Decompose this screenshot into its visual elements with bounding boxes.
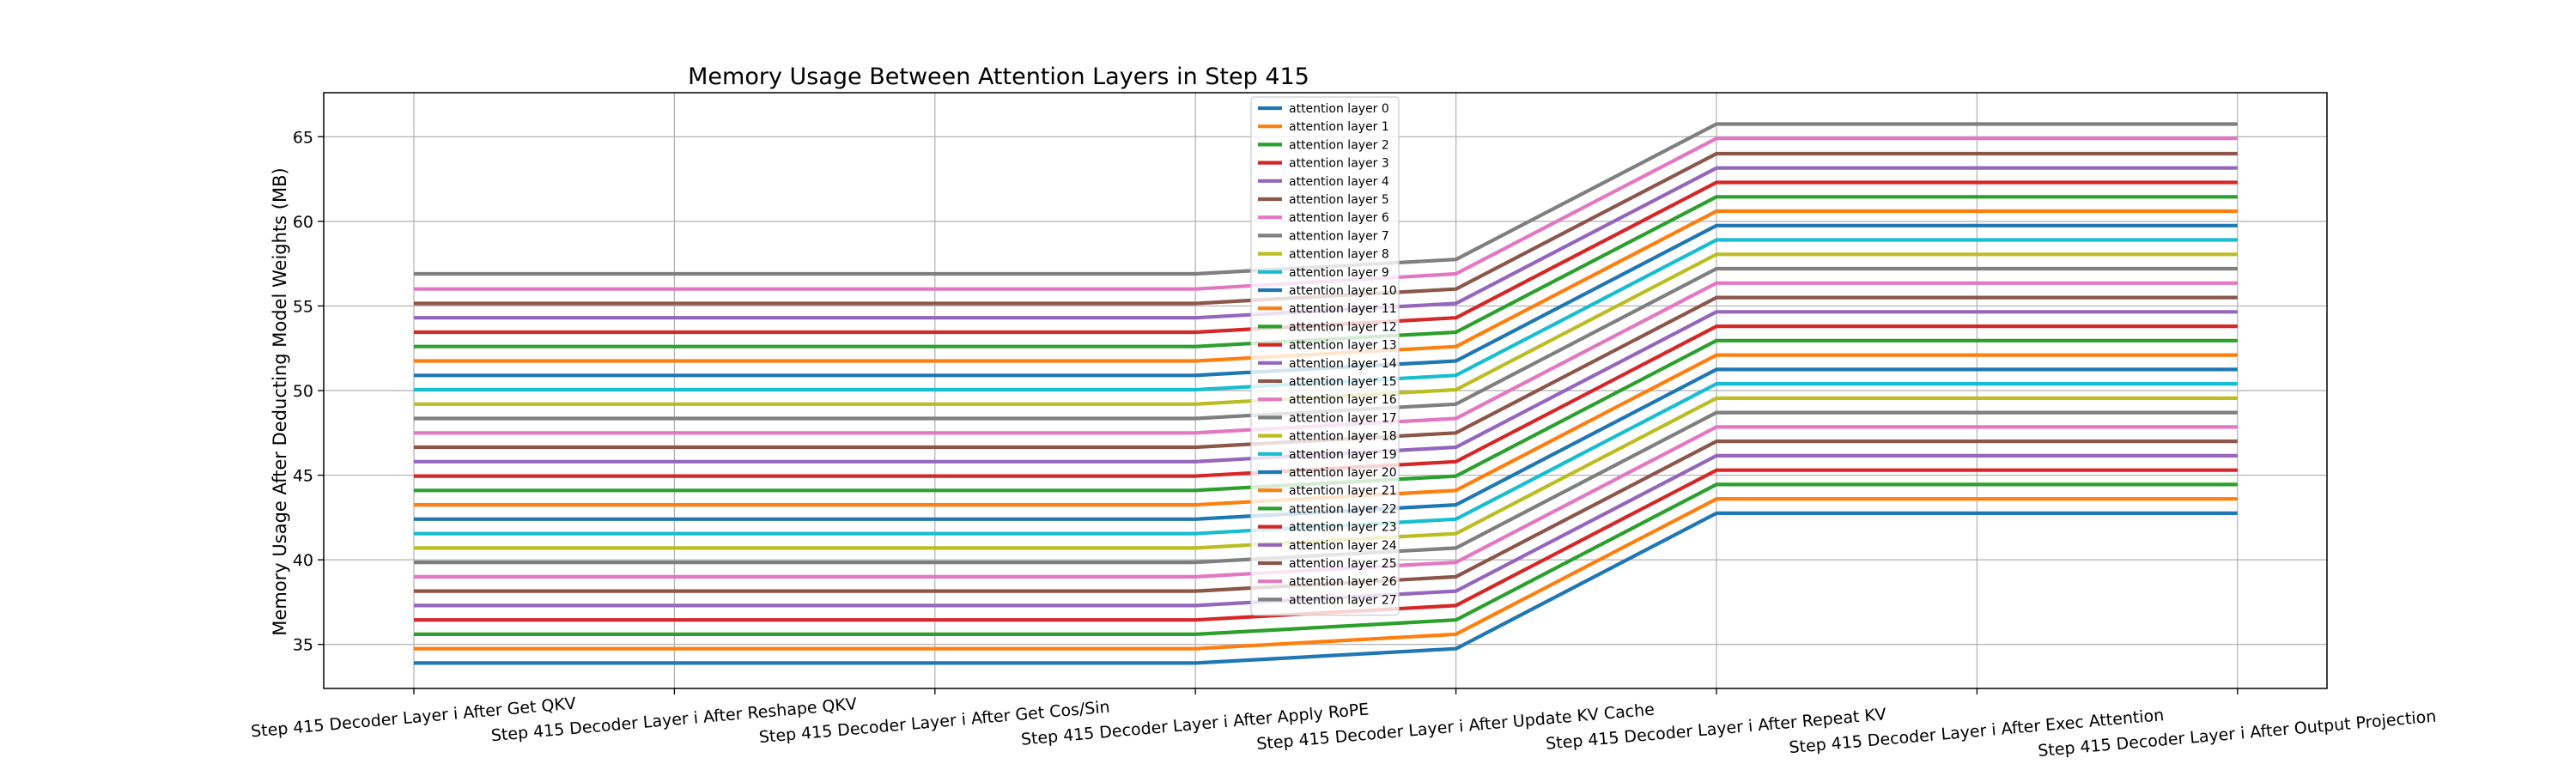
legend-label: attention layer 22 bbox=[1289, 502, 1397, 516]
legend-label: attention layer 15 bbox=[1289, 375, 1397, 389]
x-axis-ticks: Step 415 Decoder Layer i After Get QKVSt… bbox=[250, 688, 2437, 761]
legend-label: attention layer 11 bbox=[1289, 302, 1397, 316]
legend-label: attention layer 0 bbox=[1289, 102, 1389, 116]
legend-label: attention layer 25 bbox=[1289, 557, 1397, 571]
y-tick-label: 50 bbox=[293, 382, 313, 401]
legend-label: attention layer 23 bbox=[1289, 521, 1397, 535]
legend-label: attention layer 14 bbox=[1289, 357, 1397, 371]
chart-title: Memory Usage Between Attention Layers in… bbox=[688, 64, 1309, 90]
legend-label: attention layer 16 bbox=[1289, 393, 1397, 407]
legend-label: attention layer 1 bbox=[1289, 120, 1389, 134]
legend-label: attention layer 24 bbox=[1289, 539, 1397, 553]
y-tick-label: 45 bbox=[293, 467, 313, 486]
legend-label: attention layer 18 bbox=[1289, 430, 1397, 444]
legend-label: attention layer 26 bbox=[1289, 575, 1397, 589]
legend-label: attention layer 2 bbox=[1289, 138, 1389, 152]
series-line-attention-layer-2 bbox=[414, 482, 2238, 637]
legend-label: attention layer 20 bbox=[1289, 466, 1397, 480]
legend-label: attention layer 12 bbox=[1289, 320, 1397, 334]
y-tick-label: 60 bbox=[293, 213, 313, 232]
legend-label: attention layer 8 bbox=[1289, 248, 1389, 262]
legend: attention layer 0 attention layer 1 attent… bbox=[1250, 96, 1400, 616]
y-tick-label: 55 bbox=[293, 297, 313, 316]
legend-label: attention layer 27 bbox=[1289, 593, 1397, 607]
y-tick-label: 65 bbox=[293, 128, 313, 147]
legend-label: attention layer 9 bbox=[1289, 266, 1389, 280]
y-axis-ticks: 35 40 45 50 55 60 65 bbox=[293, 128, 324, 655]
legend-label: attention layer 3 bbox=[1289, 157, 1389, 171]
legend-label: attention layer 21 bbox=[1289, 484, 1397, 498]
legend-label: attention layer 6 bbox=[1289, 211, 1389, 225]
series-line-attention-layer-0 bbox=[414, 511, 2238, 665]
legend-label: attention layer 4 bbox=[1289, 175, 1389, 189]
legend-label: attention layer 5 bbox=[1289, 193, 1389, 207]
y-axis-label: Memory Usage After Deducting Model Weigh… bbox=[270, 167, 290, 635]
series-line-attention-layer-1 bbox=[414, 497, 2238, 651]
legend-label: attention layer 7 bbox=[1289, 229, 1389, 243]
legend-label: attention layer 17 bbox=[1289, 411, 1397, 425]
legend-label: attention layer 13 bbox=[1289, 339, 1397, 353]
legend-box bbox=[1250, 96, 1400, 616]
y-tick-label: 40 bbox=[293, 551, 313, 570]
legend-label: attention layer 19 bbox=[1289, 448, 1397, 462]
legend-label: attention layer 10 bbox=[1289, 284, 1397, 298]
y-tick-label: 35 bbox=[293, 636, 313, 655]
